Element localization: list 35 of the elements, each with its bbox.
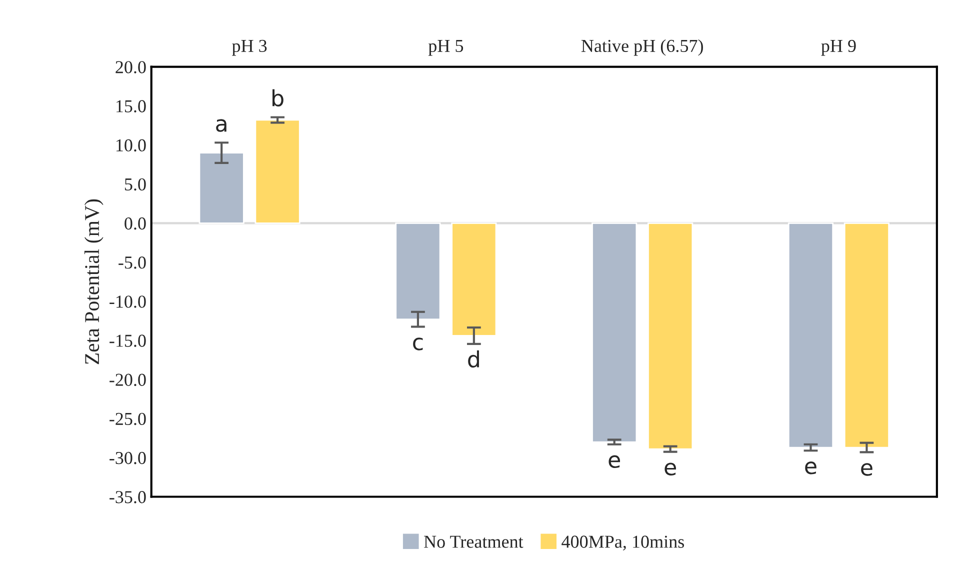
- y-tick-label: 5.0: [124, 178, 146, 191]
- y-tick-label: 10.0: [116, 139, 146, 152]
- data-label: d: [468, 350, 479, 368]
- bar: [198, 152, 244, 224]
- y-tick-label: -5.0: [118, 256, 146, 269]
- data-label: e: [805, 462, 816, 474]
- y-tick-label: -25.0: [110, 412, 146, 426]
- legend-label: No Treatment: [424, 536, 524, 548]
- y-tick-label: 0.0: [124, 217, 146, 230]
- y-tick-label: 20.0: [116, 61, 146, 74]
- y-tick-label: -15.0: [110, 334, 146, 347]
- x-tick-label: pH 9: [821, 40, 856, 56]
- bar: [395, 222, 441, 320]
- y-axis-title: Zeta Potential (mV): [84, 199, 104, 364]
- x-tick-label: pH 3: [232, 40, 267, 56]
- y-tick-label: 15.0: [116, 100, 146, 112]
- data-label: e: [861, 463, 872, 476]
- data-label: a: [216, 119, 226, 132]
- bar: [844, 222, 890, 448]
- data-label: b: [272, 89, 284, 106]
- y-tick-label: -35.0: [110, 491, 146, 504]
- bar: [788, 222, 834, 448]
- bar: [592, 222, 638, 443]
- y-tick-label: -30.0: [110, 452, 146, 464]
- bar: [648, 222, 694, 450]
- data-label: e: [608, 455, 620, 468]
- data-label: c: [413, 338, 423, 350]
- legend-label: 400MPa, 10mins: [562, 536, 684, 550]
- bar: [451, 222, 497, 336]
- bar: [254, 119, 300, 224]
- x-tick-label: Native pH (6.57): [581, 39, 703, 56]
- x-tick-label: pH 5: [428, 40, 464, 56]
- y-tick-label: -10.0: [110, 296, 146, 308]
- y-tick-label: -20.0: [110, 374, 146, 386]
- data-label: e: [664, 462, 676, 476]
